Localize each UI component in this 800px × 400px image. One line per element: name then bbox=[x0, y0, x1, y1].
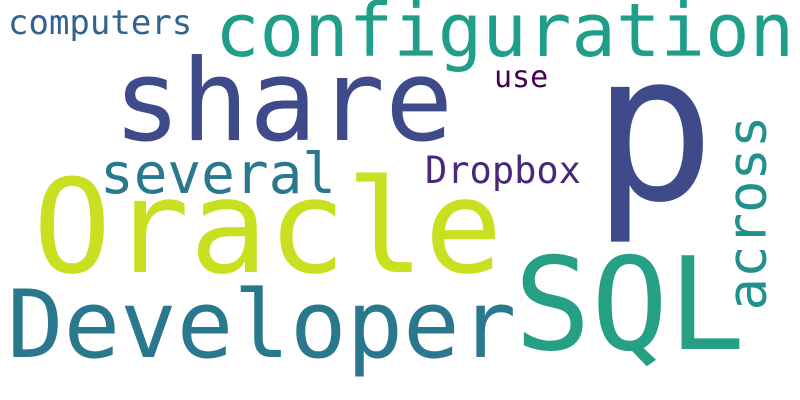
word-configuration: configuration bbox=[215, 0, 795, 74]
word-dropbox: Dropbox bbox=[425, 149, 581, 192]
word-developer: Developer bbox=[7, 271, 517, 380]
word-oracle: Oracle bbox=[33, 151, 503, 303]
word-share: share bbox=[113, 35, 454, 167]
word-use: use bbox=[494, 60, 549, 95]
word-several: several bbox=[100, 142, 337, 207]
word-computers: computers bbox=[8, 3, 193, 43]
word-sql: SQL bbox=[514, 231, 746, 380]
word-p: p bbox=[592, 10, 716, 248]
